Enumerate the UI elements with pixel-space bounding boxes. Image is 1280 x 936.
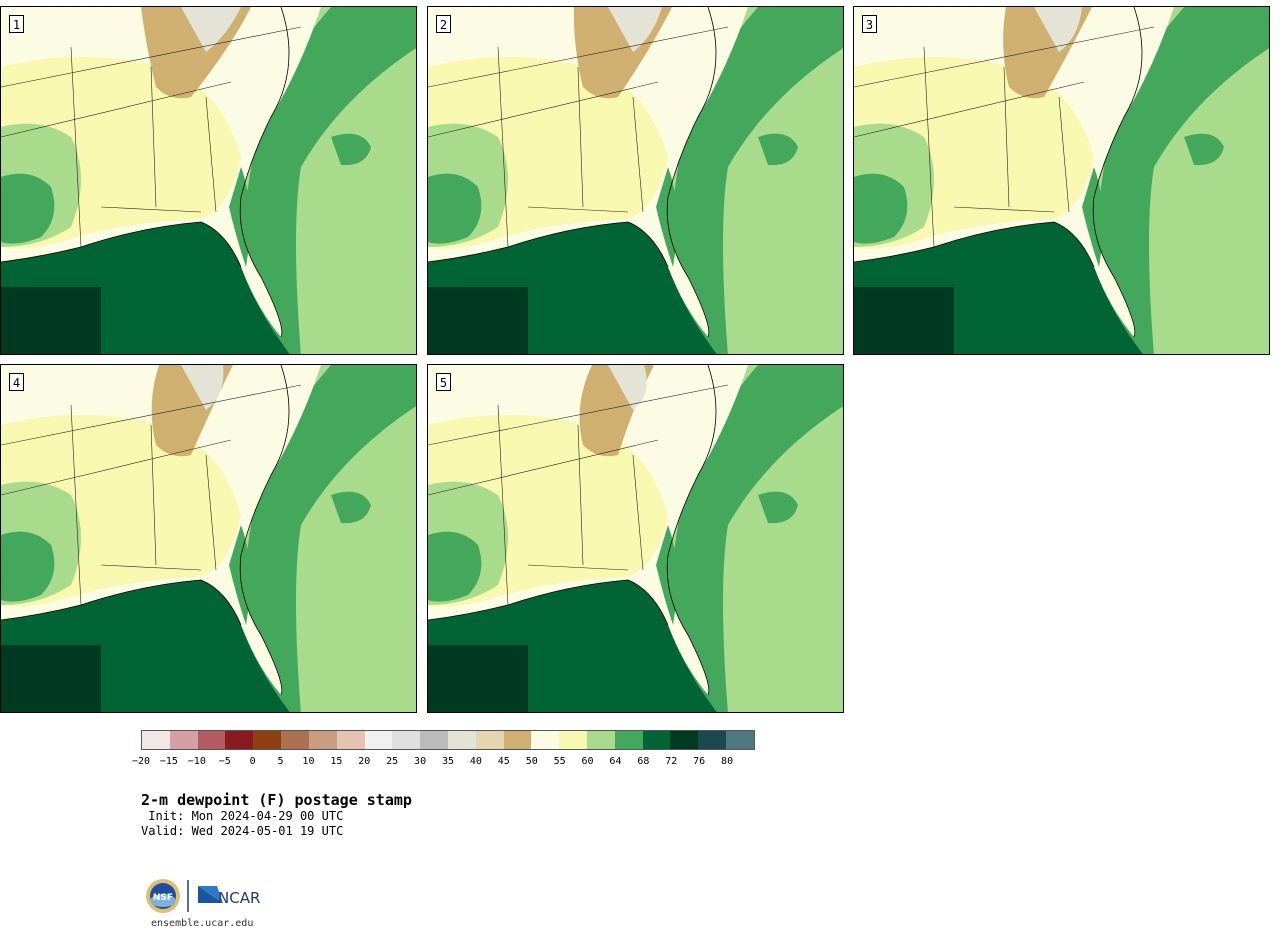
map-panel-4: 4 (0, 364, 417, 713)
colorbar-tick-label: 68 (637, 756, 650, 767)
colorbar-tick-label: −5 (218, 756, 231, 767)
colorbar-tick-label: −15 (159, 756, 178, 767)
colorbar-tick-label: 15 (330, 756, 343, 767)
map-graphic (428, 365, 843, 712)
map-panel-3: 3 (853, 6, 1270, 355)
panel-number-label: 1 (9, 15, 24, 33)
colorbar-tick-label: 0 (249, 756, 256, 767)
colorbar-cell (642, 731, 671, 749)
colorbar-cell (197, 731, 226, 749)
colorbar-cell (281, 731, 309, 749)
colorbar-cell (336, 731, 365, 749)
ncar-logo-text: NCAR (218, 889, 260, 907)
panel-number-label: 2 (436, 15, 451, 33)
figure-title: 2-m dewpoint (F) postage stamp (141, 791, 412, 809)
map-graphic (1, 365, 416, 712)
map-graphic (1, 7, 416, 354)
colorbar-cell (587, 731, 615, 749)
panel-number-label: 3 (862, 15, 877, 33)
colorbar-tick-label: 5 (277, 756, 284, 767)
valid-time: Valid: Wed 2024-05-01 19 UTC (141, 824, 344, 838)
colorbar-tick-label: 60 (581, 756, 594, 767)
site-url: ensemble.ucar.edu (151, 918, 254, 929)
logo-area: NSF NCAR (145, 876, 275, 916)
colorbar-cell (614, 731, 643, 749)
colorbar-cell (726, 731, 754, 749)
colorbar-cell (559, 731, 587, 749)
colorbar-tick-label: 55 (553, 756, 566, 767)
colorbar-ticks: −20 −15 −10 −5 0 5 10 15 20 25 30 35 40 45 50 55 60 64 68 7… (132, 756, 755, 770)
colorbar-cell (225, 731, 254, 749)
ncar-logo-icon: NCAR (198, 886, 260, 907)
colorbar-tick-label: 50 (525, 756, 538, 767)
colorbar-tick-label: −20 (131, 756, 151, 767)
colorbar-cell (253, 731, 282, 749)
map-graphic (854, 7, 1269, 354)
colorbar-tick-label: 30 (414, 756, 427, 767)
colorbar-tick-label: 72 (665, 756, 678, 767)
colorbar-cell (447, 731, 476, 749)
colorbar-tick-label: −10 (187, 756, 206, 767)
colorbar-tick-label: 10 (302, 756, 315, 767)
colorbar-tick-label: 80 (721, 756, 734, 767)
nsf-logo-text: NSF (153, 893, 173, 903)
colorbar-tick-label: 76 (693, 756, 706, 767)
colorbar-cell (475, 731, 504, 749)
map-graphic (428, 7, 843, 354)
panel-number-label: 5 (436, 373, 451, 391)
map-panel-5: 5 (427, 364, 844, 713)
colorbar-cell (364, 731, 393, 749)
colorbar-cell (531, 731, 560, 749)
colorbar-tick-label: 45 (497, 756, 510, 767)
init-time: Init: Mon 2024-04-29 00 UTC (141, 809, 344, 823)
colorbar-cell (392, 731, 421, 749)
colorbar-cell (420, 731, 448, 749)
map-panel-2: 2 (427, 6, 844, 355)
nsf-logo-icon: NSF (146, 879, 180, 913)
colorbar-tick-label: 20 (358, 756, 371, 767)
colorbar-tick-label: 35 (441, 756, 455, 767)
colorbar-cell (698, 731, 727, 749)
colorbar-cell (503, 731, 532, 749)
colorbar-tick-label: 25 (386, 756, 399, 767)
map-panel-1: 1 (0, 6, 417, 355)
panel-number-label: 4 (9, 373, 24, 391)
colorbar-cell (670, 731, 699, 749)
colorbar (141, 730, 755, 750)
colorbar-cell (142, 731, 170, 749)
colorbar-tick-label: 40 (469, 756, 482, 767)
colorbar-cell (308, 731, 337, 749)
colorbar-cell (169, 731, 198, 749)
colorbar-tick-label: 64 (609, 756, 622, 767)
